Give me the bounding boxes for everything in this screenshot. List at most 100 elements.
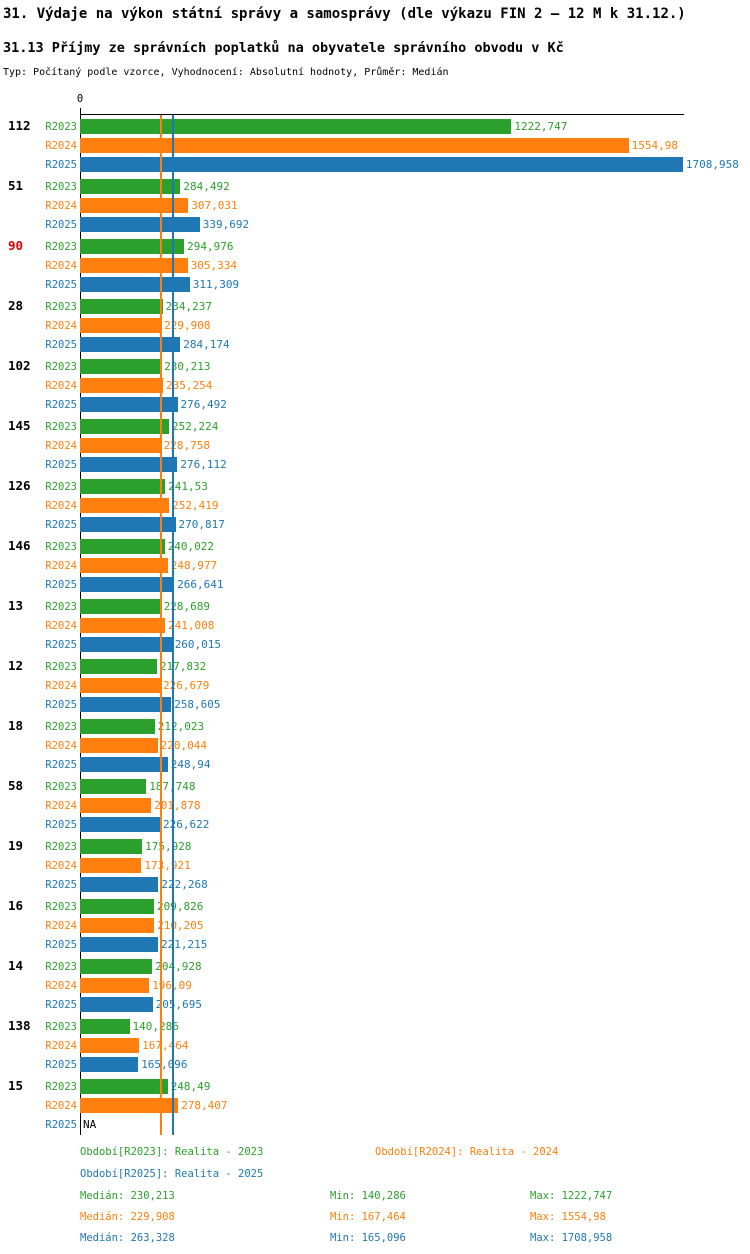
series-label: R2025: [45, 278, 77, 291]
series-label: R2023: [45, 180, 77, 193]
bar-area: 234,237: [80, 297, 750, 316]
chart-group: 126 R2023 241,53 R2024 252,419 R2025 270,817: [0, 475, 750, 535]
bar-value-label: 248,49: [170, 1080, 211, 1093]
chart-group: 15 R2023 248,49 R2024 278,407 R2025 NA: [0, 1075, 750, 1135]
series-label: R2024: [45, 919, 77, 932]
bar: [80, 157, 683, 172]
bar-value-label: NA: [83, 1118, 97, 1131]
bar-row: R2025 276,112: [0, 455, 750, 474]
bar-value-label: 294,976: [187, 240, 234, 253]
group-label: 58: [8, 778, 24, 793]
bar-row: R2023 175,928: [0, 837, 750, 856]
bar-row: R2025 284,174: [0, 335, 750, 354]
bar-row: R2023 217,832: [0, 657, 750, 676]
series-label: R2024: [45, 259, 77, 272]
bar-value-label: 248,94: [170, 758, 211, 771]
bar-value-label: 212,023: [157, 720, 205, 733]
bar-row: R2025 260,015: [0, 635, 750, 654]
bar-row: R2023 240,022: [0, 537, 750, 556]
bar-area: 173,921: [80, 856, 750, 875]
bar-value-label: 222,268: [161, 878, 208, 891]
group-label: 15: [8, 1078, 24, 1093]
bar-value-label: 228,689: [163, 600, 211, 613]
bar: [80, 378, 163, 393]
bar-value-label: 284,492: [183, 180, 230, 193]
bar-value-label: 307,031: [191, 199, 238, 212]
bar-row: R2023 212,023: [0, 717, 750, 736]
bar-area: 201,878: [80, 796, 750, 815]
group-label: 19: [8, 838, 24, 853]
chart-group: 28 R2023 234,237 R2024 229,908 R2025 284,174: [0, 295, 750, 355]
bar-area: 230,213: [80, 357, 750, 376]
legend-stats-r2023: Medián: 230,213 Min: 140,286 Max: 1222,7…: [0, 1190, 750, 1204]
bar-area: 241,008: [80, 616, 750, 635]
bar-row: R2024 201,878: [0, 796, 750, 815]
bar: [80, 659, 157, 674]
series-label: R2024: [45, 499, 77, 512]
bar: [80, 119, 512, 134]
bar-value-label: 278,407: [181, 1099, 228, 1112]
bar: [80, 577, 175, 592]
bar-area: 248,94: [80, 755, 750, 774]
chart-group: 51 R2023 284,492 R2024 307,031 R2025 339,692: [0, 175, 750, 235]
bar: [80, 757, 168, 772]
bar-area: 276,112: [80, 455, 750, 474]
series-label: R2025: [45, 758, 77, 771]
series-label: R2024: [45, 619, 77, 632]
bar: [80, 318, 162, 333]
bar-row: R2025 205,695: [0, 995, 750, 1014]
legend-min-r2024: Min: 167,464: [330, 1211, 406, 1223]
group-label: 12: [8, 658, 24, 673]
bar: [80, 138, 629, 153]
bar-value-label: 276,112: [180, 458, 227, 471]
bar-row: R2025 226,622: [0, 815, 750, 834]
bar-area: 252,224: [80, 417, 750, 436]
bar-value-label: 248,977: [170, 559, 218, 572]
bar-area: 258,605: [80, 695, 750, 714]
bar-value-label: 241,53: [168, 480, 208, 493]
bar-area: 266,641: [80, 575, 750, 594]
bar-value-label: 266,641: [177, 578, 224, 591]
bar: [80, 337, 181, 352]
bar-value-label: 230,213: [164, 360, 211, 373]
bar-row: R2024 1554,98: [0, 136, 750, 155]
bar-area: 284,492: [80, 177, 750, 196]
axis-zero-tick: [80, 108, 81, 114]
series-label: R2024: [45, 379, 77, 392]
chart-group: 12 R2023 217,832 R2024 226,679 R2025 258,605: [0, 655, 750, 715]
bar-row: R2025 222,268: [0, 875, 750, 894]
series-label: R2023: [45, 300, 77, 313]
bar: [80, 997, 153, 1012]
bar: [80, 899, 154, 914]
chart-group: 13 R2023 228,689 R2024 241,008 R2025 260,015: [0, 595, 750, 655]
bar-area: 339,692: [80, 215, 750, 234]
chart-group: 19 R2023 175,928 R2024 173,921 R2025 222,268: [0, 835, 750, 895]
bar-row: R2024 173,921: [0, 856, 750, 875]
group-label: 138: [8, 1018, 31, 1033]
bar-area: 175,928: [80, 837, 750, 856]
bar-value-label: 226,679: [163, 679, 210, 692]
chart-group: 102 R2023 230,213 R2024 235,254 R2025 276,492: [0, 355, 750, 415]
series-label: R2025: [45, 878, 77, 891]
series-label: R2024: [45, 139, 77, 152]
bar-area: 205,695: [80, 995, 750, 1014]
bar-area: 1708,958: [80, 155, 750, 174]
group-label: 28: [8, 298, 24, 313]
bar-row: R2025 276,492: [0, 395, 750, 414]
series-label: R2024: [45, 679, 77, 692]
bar-row: R2023 1222,747: [0, 117, 750, 136]
x-axis-line: [80, 114, 684, 115]
bar-row: R2024 252,419: [0, 496, 750, 515]
bar: [80, 539, 165, 554]
group-label: 18: [8, 718, 24, 733]
series-label: R2025: [45, 218, 77, 231]
legend-period-r2024: Období[R2024]: Realita - 2024: [375, 1146, 559, 1158]
bar-value-label: 235,254: [166, 379, 213, 392]
series-label: R2025: [45, 518, 77, 531]
bar: [80, 239, 185, 254]
bar: [80, 277, 190, 292]
bar-row: R2024 210,205: [0, 916, 750, 935]
series-label: R2023: [45, 540, 77, 553]
bar-area: 204,928: [80, 957, 750, 976]
bar: [80, 397, 178, 412]
